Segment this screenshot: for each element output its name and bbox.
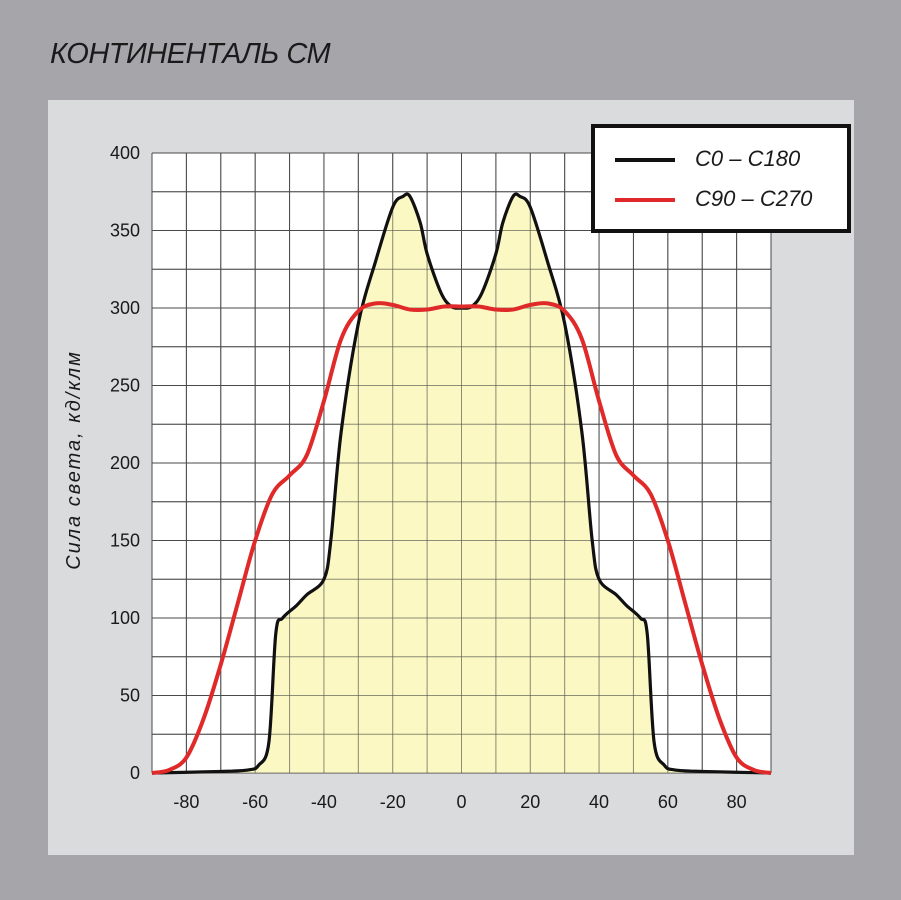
- x-tick-label: 20: [520, 792, 540, 812]
- legend-swatch-c0-c180: [615, 158, 675, 162]
- x-tick-label: 80: [727, 792, 747, 812]
- x-tick-label: -20: [380, 792, 406, 812]
- legend-item-c90-c270: C90 – C270: [595, 186, 847, 216]
- x-axis: -80 -60 -40 -20 0 20 40 60 80: [173, 792, 746, 812]
- x-tick-label: 60: [658, 792, 678, 812]
- y-tick-label: 400: [110, 143, 140, 163]
- y-tick-label: 50: [120, 686, 140, 706]
- y-tick-label: 250: [110, 376, 140, 396]
- legend-item-c0-c180: C0 – C180: [595, 146, 847, 176]
- series-layer: [151, 152, 772, 775]
- x-tick-label: -40: [311, 792, 337, 812]
- y-tick-label: 100: [110, 608, 140, 628]
- legend-label-c90-c270: C90 – C270: [695, 186, 813, 211]
- y-tick-label: 150: [110, 531, 140, 551]
- y-axis-label: Сила света, кд/клм: [63, 350, 85, 570]
- x-tick-label: -80: [173, 792, 199, 812]
- page-title: КОНТИНЕНТАЛЬ СМ: [50, 38, 331, 70]
- legend-label-c0-c180: C0 – C180: [695, 146, 801, 171]
- series-c90-c270-line: [151, 301, 772, 775]
- x-tick-label: 40: [589, 792, 609, 812]
- x-tick-label: -60: [242, 792, 268, 812]
- x-tick-label: 0: [456, 792, 466, 812]
- y-tick-label: 200: [110, 453, 140, 473]
- y-tick-label: 300: [110, 298, 140, 318]
- legend: C0 – C180 C90 – C270: [591, 124, 851, 233]
- y-tick-label: 350: [110, 221, 140, 241]
- y-axis: 0 50 100 150 200 250 300 350 400: [110, 143, 140, 783]
- legend-swatch-c90-c270: [615, 198, 675, 202]
- y-tick-label: 0: [130, 763, 140, 783]
